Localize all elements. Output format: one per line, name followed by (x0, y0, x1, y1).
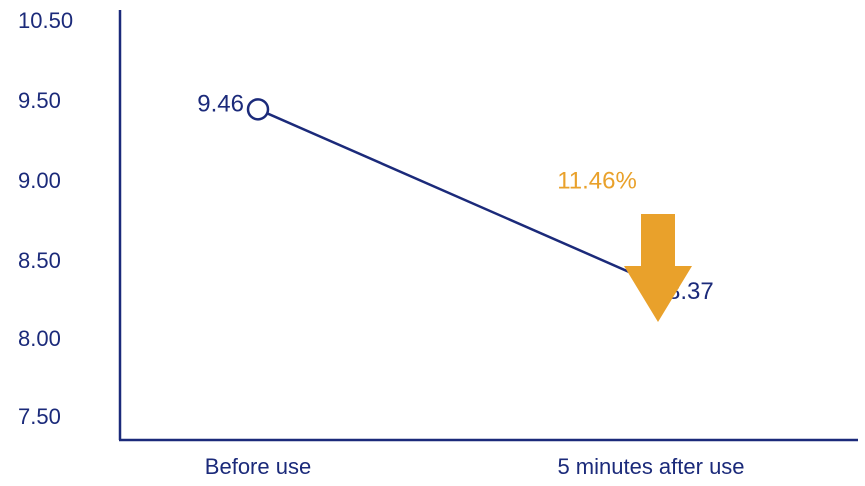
y-tick-label: 8.00 (18, 326, 61, 351)
data-point (246, 98, 270, 121)
annotation: 11.46% (557, 167, 692, 322)
y-tick-label: 9.00 (18, 168, 61, 193)
down-arrow-icon (624, 214, 692, 322)
x-category-label: Before use (205, 454, 311, 479)
y-tick-label: 9.50 (18, 88, 61, 113)
data-label: 9.46 (197, 91, 244, 118)
x-category-label: 5 minutes after use (557, 454, 744, 479)
x-category-labels: Before use 5 minutes after use (205, 454, 745, 479)
y-tick-label: 8.50 (18, 248, 61, 273)
y-tick-label: 7.50 (18, 404, 61, 429)
y-tick-labels: 10.50 9.50 9.00 8.50 8.00 7.50 (18, 8, 73, 429)
annotation-label: 11.46% (557, 167, 637, 194)
series-line (257, 108, 652, 283)
y-tick-label: 10.50 (18, 8, 73, 33)
axes (118, 10, 858, 442)
